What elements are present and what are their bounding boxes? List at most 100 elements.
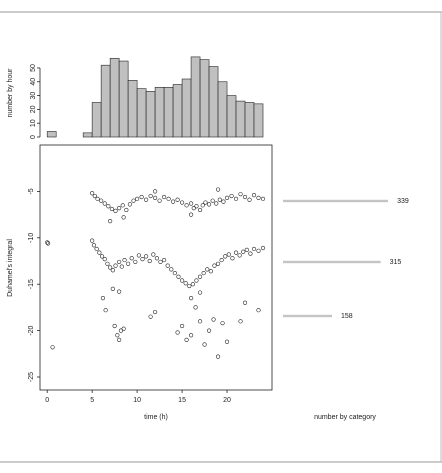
bar [145, 91, 156, 138]
y-tick-label: 30 [30, 92, 37, 100]
point [215, 354, 221, 359]
point [188, 201, 194, 206]
y-tick-label: -10 [28, 233, 35, 243]
point [241, 249, 246, 254]
point [172, 270, 177, 276]
bar [217, 81, 228, 138]
y-tick-label: -15 [28, 279, 35, 289]
point [212, 263, 217, 268]
x-tick-label: 5 [90, 397, 94, 404]
y-tick-label: -25 [28, 372, 35, 382]
point [106, 204, 111, 209]
y-tick-label: 40 [30, 78, 37, 86]
bar [109, 57, 120, 138]
bar [91, 102, 102, 138]
bar [136, 88, 147, 138]
bar [163, 86, 174, 138]
point [45, 240, 50, 245]
value-label: 339 [397, 198, 409, 205]
x-tick-label: 0 [45, 397, 49, 404]
bar [100, 64, 111, 138]
point [135, 196, 140, 201]
plot-frame [39, 144, 273, 391]
point [188, 296, 194, 301]
point [120, 203, 125, 208]
point [105, 261, 110, 266]
point [233, 196, 239, 201]
point [256, 195, 261, 200]
y-tick-label: -20 [28, 325, 35, 335]
bar [235, 100, 246, 138]
x-axis-label: time (h) [144, 414, 168, 421]
point [179, 278, 185, 283]
point [99, 198, 104, 203]
point [260, 196, 266, 201]
point [206, 202, 212, 207]
point [256, 308, 261, 313]
point [110, 286, 115, 291]
point [215, 187, 221, 192]
point [256, 248, 261, 253]
point [242, 194, 248, 200]
point [50, 345, 55, 350]
point [153, 309, 158, 315]
point [100, 296, 106, 301]
point [161, 257, 167, 263]
bar [226, 95, 237, 138]
point [139, 194, 144, 200]
point [121, 326, 126, 331]
point [233, 250, 239, 255]
point [112, 323, 117, 329]
point [244, 247, 249, 252]
y-tick-label: 50 [30, 64, 37, 72]
point [165, 263, 170, 268]
bar [46, 131, 57, 138]
point [161, 194, 167, 200]
point [203, 200, 208, 205]
point [166, 196, 171, 201]
point [126, 261, 131, 266]
x-tick-label: 15 [178, 397, 186, 404]
point [201, 270, 206, 276]
bar [172, 84, 183, 138]
point [176, 274, 181, 279]
point [217, 197, 222, 202]
point [197, 274, 203, 279]
point [148, 193, 153, 199]
point [205, 267, 210, 272]
point [224, 195, 230, 200]
point [108, 218, 113, 224]
point [197, 207, 203, 213]
point [122, 257, 127, 263]
point [153, 189, 158, 194]
point [169, 267, 174, 272]
point [90, 238, 95, 243]
point [99, 254, 105, 259]
point [251, 246, 257, 252]
point [117, 337, 122, 342]
point [113, 208, 118, 213]
point [129, 256, 134, 261]
point [97, 250, 102, 255]
point [197, 290, 203, 295]
point [238, 319, 243, 324]
point [210, 198, 215, 203]
point [208, 269, 213, 274]
bar [244, 102, 255, 138]
point [148, 314, 153, 319]
point [157, 198, 162, 203]
point [187, 283, 192, 289]
point [154, 256, 159, 261]
point [151, 252, 156, 257]
bar [118, 60, 129, 138]
x-axis-label: number by category [314, 414, 376, 421]
point [92, 193, 97, 199]
bar [283, 260, 381, 264]
point [194, 278, 199, 283]
x-tick-label: 10 [133, 397, 141, 404]
point [140, 257, 145, 262]
point [158, 259, 163, 265]
point [188, 212, 194, 217]
